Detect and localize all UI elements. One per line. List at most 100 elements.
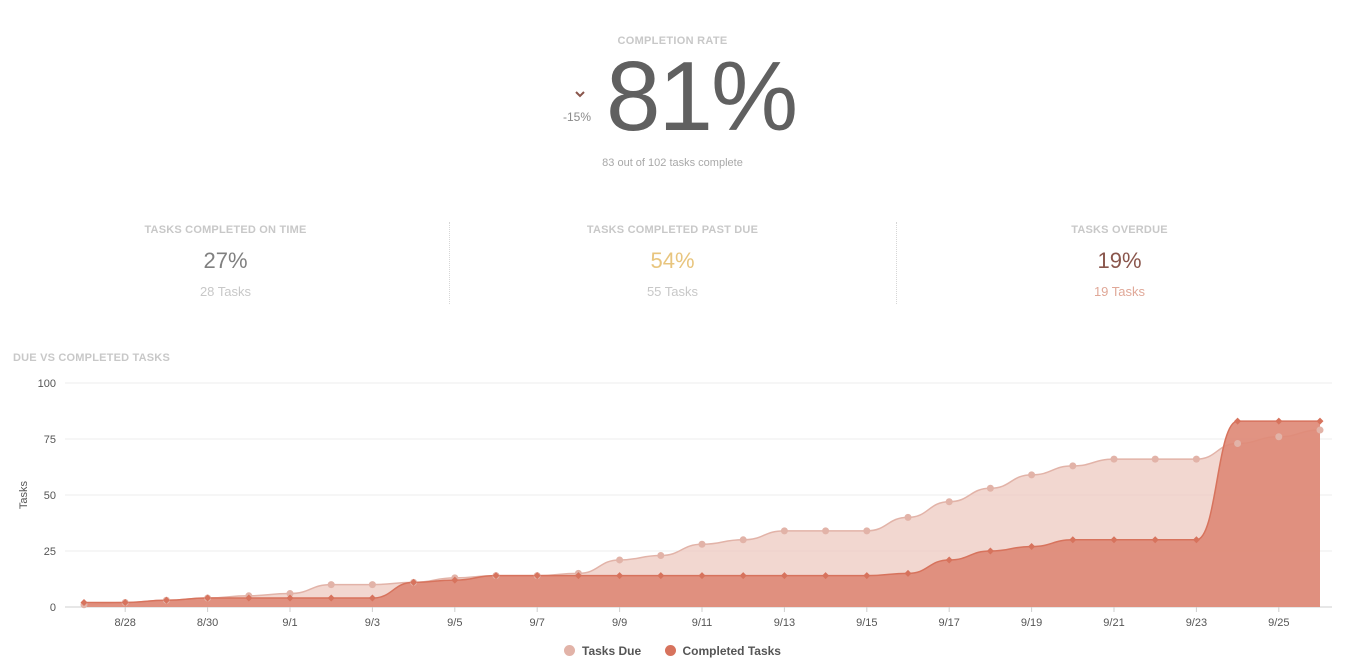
completion-rate-label: COMPLETION RATE [617,35,728,47]
stat-label: TASKS COMPLETED PAST DUE [586,224,759,236]
x-tick-label: 9/19 [1021,617,1042,629]
completed-tasks-point [533,572,541,580]
stat-divider [896,222,897,304]
tasks-due-point [1316,426,1324,434]
legend-item-completed[interactable]: Completed Tasks [664,644,781,658]
x-tick-label: 9/15 [856,617,877,629]
legend-label: Completed Tasks [682,644,781,658]
completed-tasks-point [245,594,253,602]
tasks-due-point [1151,455,1159,463]
completed-tasks-point [822,572,830,580]
completed-tasks-point [492,572,500,580]
x-tick-label: 9/3 [365,617,380,629]
tasks-due-point [616,556,624,564]
completed-tasks-point [904,569,912,577]
tasks-due-point [863,527,871,535]
tasks-due-point [780,527,788,535]
chart-title: DUE VS COMPLETED TASKS [13,352,170,364]
stat-past-due: TASKS COMPLETED PAST DUE 54% 55 Tasks [449,215,896,305]
legend-item-due[interactable]: Tasks Due [564,644,641,658]
completed-tasks-point [327,594,335,602]
legend-marker [664,645,676,656]
legend-marker [564,645,576,656]
completed-tasks-point [780,572,788,580]
completed-tasks-point [1192,536,1200,544]
y-tick-label: 100 [38,378,56,390]
tasks-due-point [1234,439,1242,447]
x-tick-label: 8/30 [197,617,218,629]
completed-tasks-point [657,572,665,580]
tasks-due-point [1110,455,1118,463]
x-tick-label: 9/13 [774,617,795,629]
completed-tasks-point [1028,543,1036,551]
completed-tasks-point [80,599,88,607]
x-tick-label: 8/28 [114,617,135,629]
tasks-due-point [1028,471,1036,479]
completed-tasks-point [945,556,953,564]
completed-tasks-point [286,594,294,602]
y-tick-label: 75 [44,434,56,446]
x-tick-label: 9/21 [1103,617,1124,629]
task-stats: TASKS COMPLETED ON TIME 27% 28 Tasks TAS… [0,215,1345,310]
completion-rate-delta: -15% [563,110,592,124]
x-tick-label: 9/5 [447,617,462,629]
tasks-due-point [822,527,830,535]
tasks-due-point [904,513,912,521]
stat-value: 19% [1097,248,1142,273]
tasks-due-point [286,590,294,598]
y-tick-label: 0 [50,602,56,614]
stat-label: TASKS COMPLETED ON TIME [144,224,307,236]
x-tick-label: 9/17 [938,617,959,629]
tasks-due-point [368,581,376,589]
stat-label: TASKS OVERDUE [1071,224,1168,236]
completed-tasks-point [1275,417,1283,425]
completed-tasks-point [698,572,706,580]
stat-overdue: TASKS OVERDUE 19% 19 Tasks [896,215,1343,305]
stat-divider [449,222,450,304]
completed-tasks-point [1234,417,1242,425]
x-tick-label: 9/25 [1268,617,1289,629]
completed-tasks-point [162,596,170,604]
stat-count: 28 Tasks [199,284,252,299]
tasks-due-point [1192,455,1200,463]
completed-tasks-point [368,594,376,602]
y-tick-label: 25 [44,546,56,558]
stat-value: 54% [650,248,695,273]
completed-tasks-point [739,572,747,580]
completed-tasks-point [1110,536,1118,544]
tasks-due-point [698,540,706,548]
due-vs-completed-chart: 0 25 50 75 100 Tasks 8/28 8/30 9/1 9/3 9/5 9/7 9/9 9/… [18,378,1332,629]
completed-tasks-point [121,599,129,607]
x-tick-label: 9/23 [1186,617,1207,629]
completion-rate-value: 81% [606,41,798,151]
completed-tasks-point [986,547,994,555]
y-tick-label: 50 [44,490,56,502]
y-axis-label: Tasks [18,480,30,509]
tasks-due-point [657,551,665,559]
completed-tasks-point [451,576,459,584]
completed-tasks-point [1316,417,1324,425]
chart-legend: Tasks Due Completed Tasks [0,644,1345,658]
completed-tasks-point [1151,536,1159,544]
x-tick-label: 9/11 [692,617,713,629]
completed-tasks-area [84,421,1320,607]
x-tick-label: 9/7 [530,617,545,629]
tasks-due-point [986,484,994,492]
tasks-due-point [945,498,953,506]
completed-tasks-point [204,594,212,602]
completion-rate-subtitle: 83 out of 102 tasks complete [602,157,743,169]
stat-count: 55 Tasks [646,284,699,299]
stat-value: 27% [203,248,248,273]
stat-on-time: TASKS COMPLETED ON TIME 27% 28 Tasks [2,215,449,305]
completed-tasks-point [410,578,418,586]
completed-tasks-point [863,572,871,580]
stat-count: 19 Tasks [1093,284,1146,299]
completed-tasks-point [1069,536,1077,544]
tasks-due-point [1275,433,1283,441]
completion-rate-panel: COMPLETION RATE -15% 81% 83 out of 102 t… [0,0,1360,200]
tasks-due-point [1069,462,1077,470]
chevron-down-icon [575,91,585,98]
x-tick-label: 9/1 [282,617,297,629]
legend-label: Tasks Due [582,644,642,658]
completed-tasks-point [616,572,624,580]
